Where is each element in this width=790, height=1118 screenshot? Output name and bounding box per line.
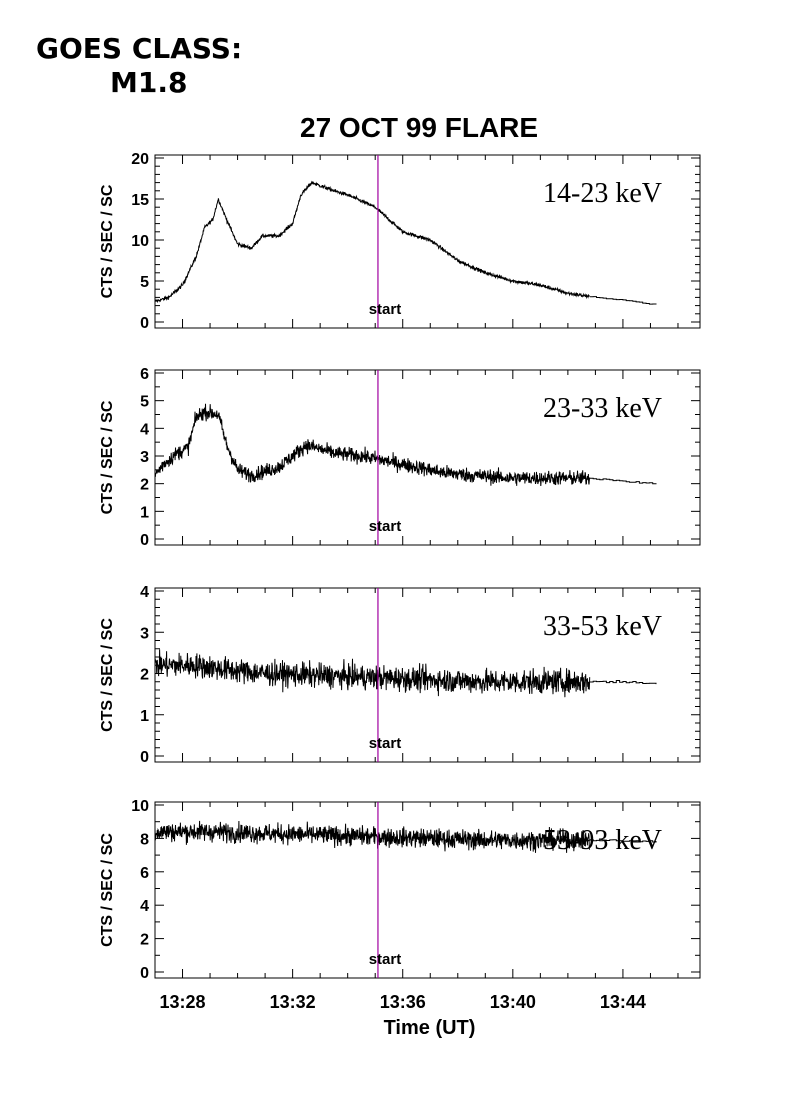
lightcurve-53-93keV — [154, 820, 591, 853]
y-tick-label: 0 — [140, 749, 149, 766]
y-tick-label: 6 — [140, 865, 149, 882]
lightcurve-33-53keV — [154, 649, 591, 698]
y-tick-label: 2 — [140, 477, 149, 494]
y-tick-label: 2 — [140, 667, 149, 684]
goes-class-heading: GOES CLASS: — [36, 32, 243, 65]
y-tick-label: 20 — [131, 151, 149, 168]
x-tick-label: 13:36 — [380, 992, 426, 1012]
y-axis-label: CTS / SEC / SC — [99, 618, 116, 732]
start-marker-label: start — [369, 951, 402, 968]
y-tick-label: 5 — [140, 394, 149, 411]
start-marker-label: start — [369, 735, 402, 752]
y-tick-label: 4 — [140, 584, 149, 601]
panel-frame — [154, 801, 701, 979]
y-tick-label: 4 — [140, 421, 149, 438]
y-tick-label: 10 — [131, 798, 149, 815]
energy-band-label: 23-33 keV — [543, 393, 662, 424]
y-tick-label: 0 — [140, 315, 149, 332]
start-marker-label: start — [369, 301, 402, 318]
x-tick-label: 13:40 — [490, 992, 536, 1012]
panel-frame — [154, 154, 701, 329]
x-tick-label: 13:44 — [600, 992, 646, 1012]
lightcurve-coarse-bins — [589, 477, 657, 485]
lightcurve-coarse-bins — [589, 296, 657, 305]
x-tick-label: 13:28 — [160, 992, 206, 1012]
y-tick-label: 3 — [140, 625, 149, 642]
x-tick-label: 13:32 — [270, 992, 316, 1012]
energy-band-label: 33-53 keV — [543, 611, 662, 642]
lightcurve-coarse-bins — [589, 839, 657, 843]
lightcurve-coarse-bins — [589, 680, 657, 685]
y-tick-label: 1 — [140, 504, 149, 521]
lightcurve-23-33keV — [154, 403, 591, 487]
goes-class-label: GOES CLASS: M1.8 — [36, 32, 242, 100]
chart-title: 27 OCT 99 FLARE — [300, 112, 539, 143]
start-marker-label: start — [369, 518, 402, 535]
goes-class-value: M1.8 — [110, 66, 188, 99]
y-tick-label: 6 — [140, 366, 149, 383]
y-tick-label: 8 — [140, 831, 149, 848]
x-axis-label: Time (UT) — [384, 1017, 476, 1039]
y-tick-label: 5 — [140, 274, 149, 291]
y-tick-label: 2 — [140, 932, 149, 949]
energy-band-label: 14-23 keV — [543, 178, 662, 209]
y-tick-label: 10 — [131, 233, 149, 250]
panel-frame — [154, 587, 701, 763]
y-axis-label: CTS / SEC / SC — [99, 833, 116, 947]
y-axis-label: CTS / SEC / SC — [99, 400, 116, 514]
y-tick-label: 4 — [140, 898, 149, 915]
y-tick-label: 3 — [140, 449, 149, 466]
y-tick-label: 0 — [140, 532, 149, 549]
panel-frame — [154, 369, 701, 546]
y-axis-label: CTS / SEC / SC — [99, 184, 116, 298]
lightcurve-14-23keV — [154, 180, 590, 304]
energy-band-label: 53-93 keV — [543, 825, 662, 856]
y-tick-label: 0 — [140, 965, 149, 982]
y-tick-label: 1 — [140, 708, 149, 725]
y-tick-label: 15 — [131, 192, 149, 209]
